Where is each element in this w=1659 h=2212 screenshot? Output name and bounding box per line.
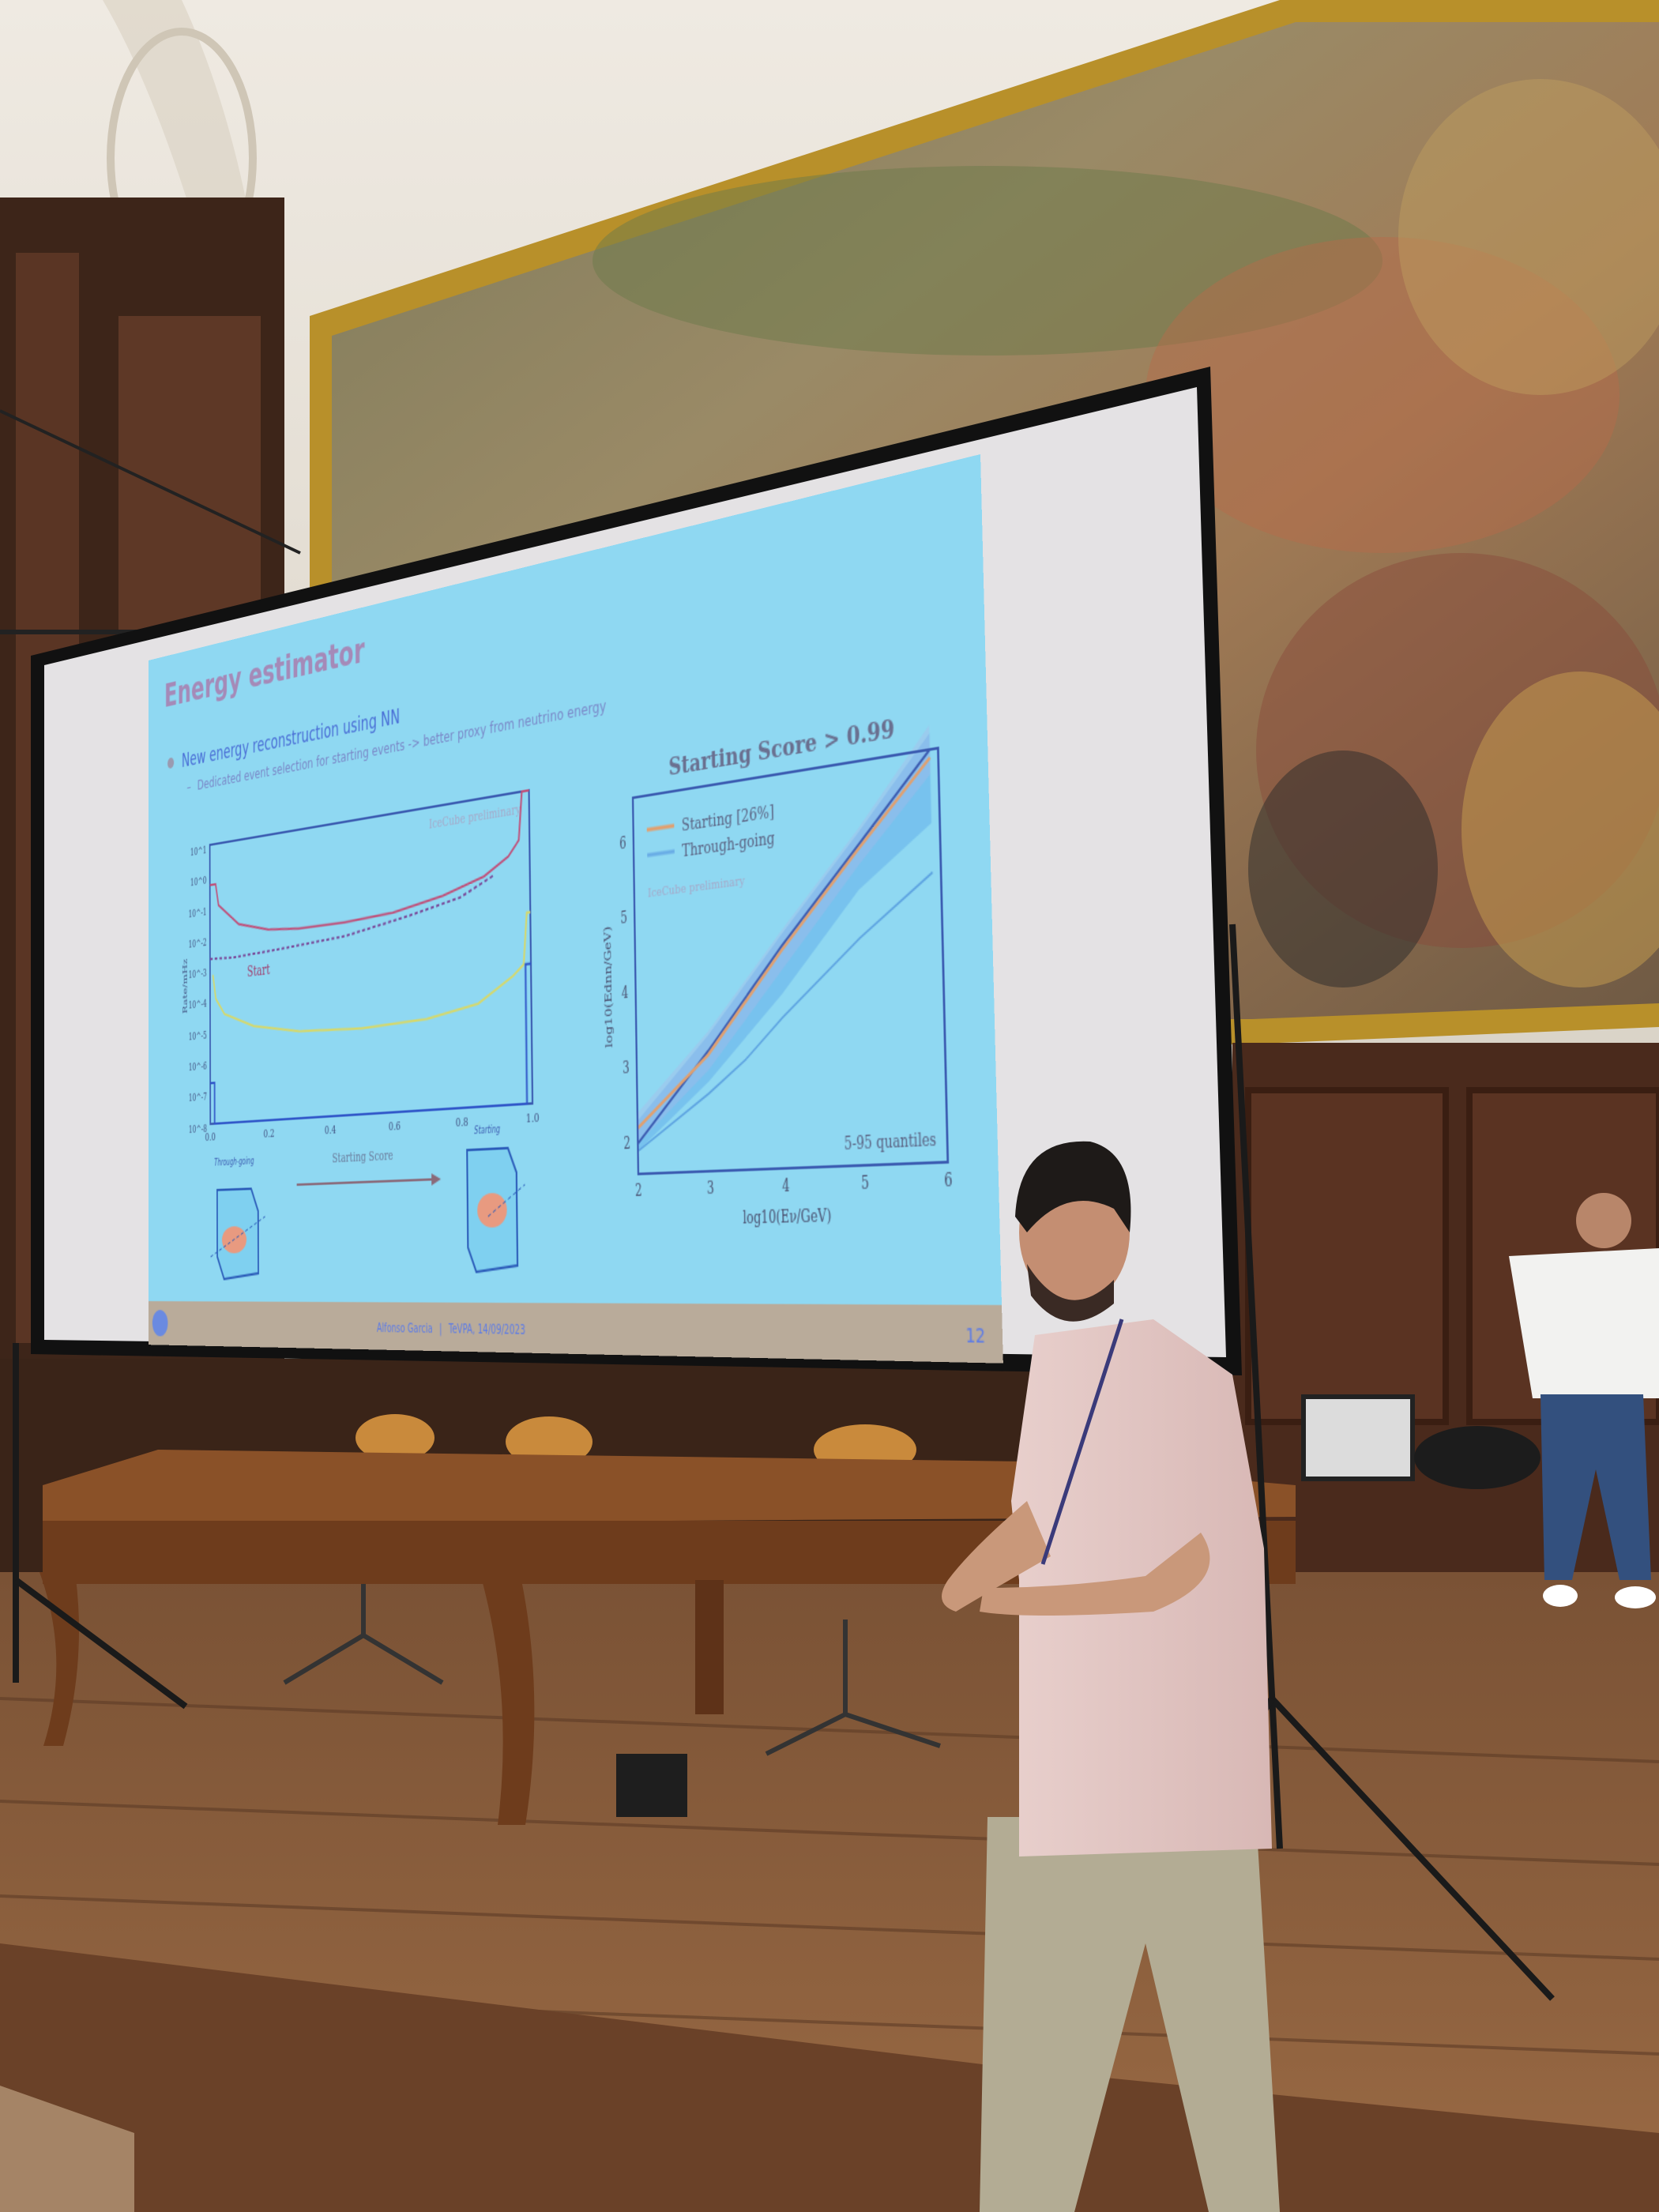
left-plot-xtick: 0.6 (389, 1119, 401, 1134)
left-plot-ytick: 10^-3 (189, 969, 207, 982)
right-plot-xtick: 6 (944, 1172, 953, 1191)
presentation-slide: Energy estimator New energy reconstructi… (148, 453, 1003, 1364)
right-plot-xtick: 5 (861, 1175, 870, 1194)
right-plot-ytick: 2 (623, 1136, 630, 1154)
left-plot-xtick: 0.4 (325, 1123, 337, 1137)
left-plot-xtick: 1.0 (526, 1110, 540, 1126)
left-plot-xtick: 0.0 (205, 1130, 216, 1144)
presenter (942, 1141, 1280, 2212)
footer-event: TeVPA, 14/09/2023 (448, 1322, 525, 1337)
left-plot-ytick: 10^-4 (189, 999, 207, 1012)
person-background (1509, 1193, 1659, 1608)
left-plot-ytick: 10^1 (190, 845, 206, 859)
right-plot-ylabel: log10(Ednn/GeV) (602, 926, 615, 1048)
left-plot-xtick: 0.8 (456, 1115, 468, 1130)
left-plot-xlabel: Starting Score (332, 1148, 393, 1166)
left-plot-ytick: 10^-6 (189, 1061, 207, 1074)
slide-sub-bullet-marker: – (186, 780, 190, 796)
slide-background (148, 453, 1003, 1305)
right-plot-xlabel: log10(Eν/GeV) (743, 1208, 832, 1228)
right-plot-ytick: 4 (622, 985, 629, 1003)
left-plot-ytick: 10^0 (190, 876, 207, 890)
through-going-detector-icon (210, 1188, 265, 1279)
right-plot-ytick: 3 (623, 1061, 630, 1079)
right-plot-annotation: 5-95 quantiles (844, 1131, 936, 1154)
left-plot-xtick: 0.2 (263, 1127, 274, 1141)
left-plot-ytick: 10^-7 (189, 1093, 207, 1105)
right-plot-ytick: 6 (619, 836, 626, 854)
right-plot-xtick: 3 (707, 1180, 715, 1198)
left-plot-ytick: 10^-2 (189, 938, 207, 951)
left-plot-ytick: 10^-8 (189, 1123, 207, 1135)
through-going-icon-label: Through-going (214, 1157, 254, 1168)
right-plot-xtick: 4 (782, 1178, 790, 1197)
left-plot-annotation: Start (247, 961, 270, 980)
starting-icon-label: Starting (474, 1125, 500, 1138)
right-plot-ytick: 5 (620, 911, 627, 929)
left-plot-ytick: 10^-1 (189, 907, 207, 920)
starting-score-histogram: IceCube preliminary Start Rate/mHz Start… (181, 789, 540, 1280)
left-plot-ylabel: Rate/mHz (181, 958, 189, 1014)
footer-separator: | (439, 1322, 442, 1336)
footer-author: Alfonso Garcia (377, 1321, 433, 1336)
left-plot-ytick: 10^-5 (189, 1030, 207, 1043)
right-plot-xtick: 2 (635, 1183, 642, 1201)
slide-page-number: 12 (965, 1324, 986, 1348)
